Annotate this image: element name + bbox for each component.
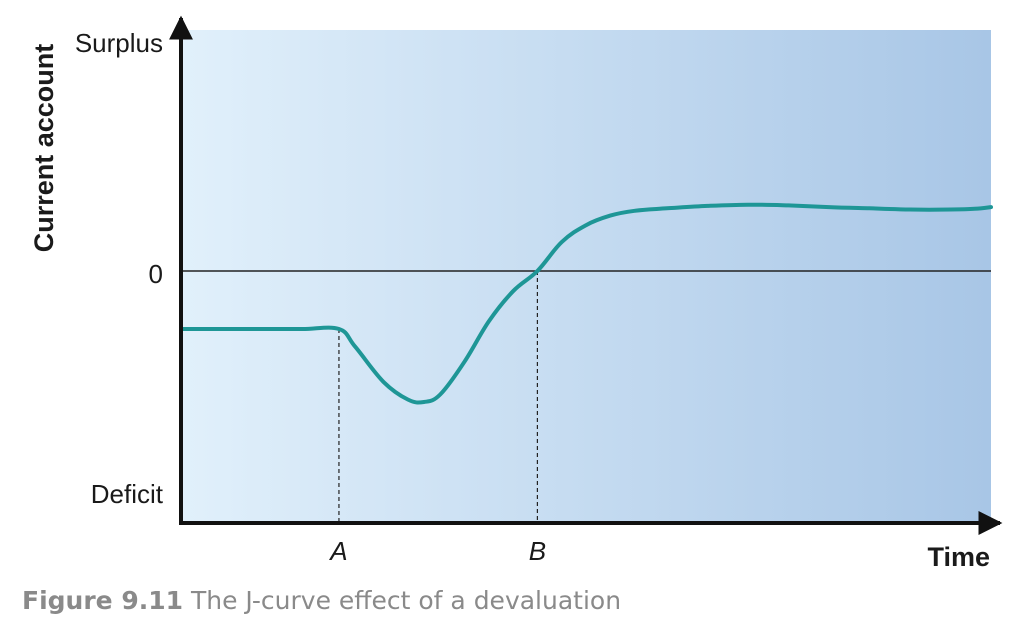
y-tick-surplus: Surplus xyxy=(75,28,163,58)
y-axis-title: Current account xyxy=(29,44,59,253)
j-curve-line xyxy=(179,202,993,405)
y-tick-deficit: Deficit xyxy=(91,479,164,509)
marker-label-a: A xyxy=(328,536,347,566)
x-axis-title: Time xyxy=(927,542,990,572)
figure-number: Figure 9.11 xyxy=(22,586,184,615)
caption-text: The J-curve effect of a devaluation xyxy=(183,586,622,615)
marker-label-b: B xyxy=(529,536,546,566)
y-tick-zero: 0 xyxy=(149,259,163,289)
plot-background xyxy=(181,30,991,522)
marker-guides xyxy=(338,271,539,523)
figure-caption: Figure 9.11 The J-curve effect of a deva… xyxy=(22,586,621,615)
